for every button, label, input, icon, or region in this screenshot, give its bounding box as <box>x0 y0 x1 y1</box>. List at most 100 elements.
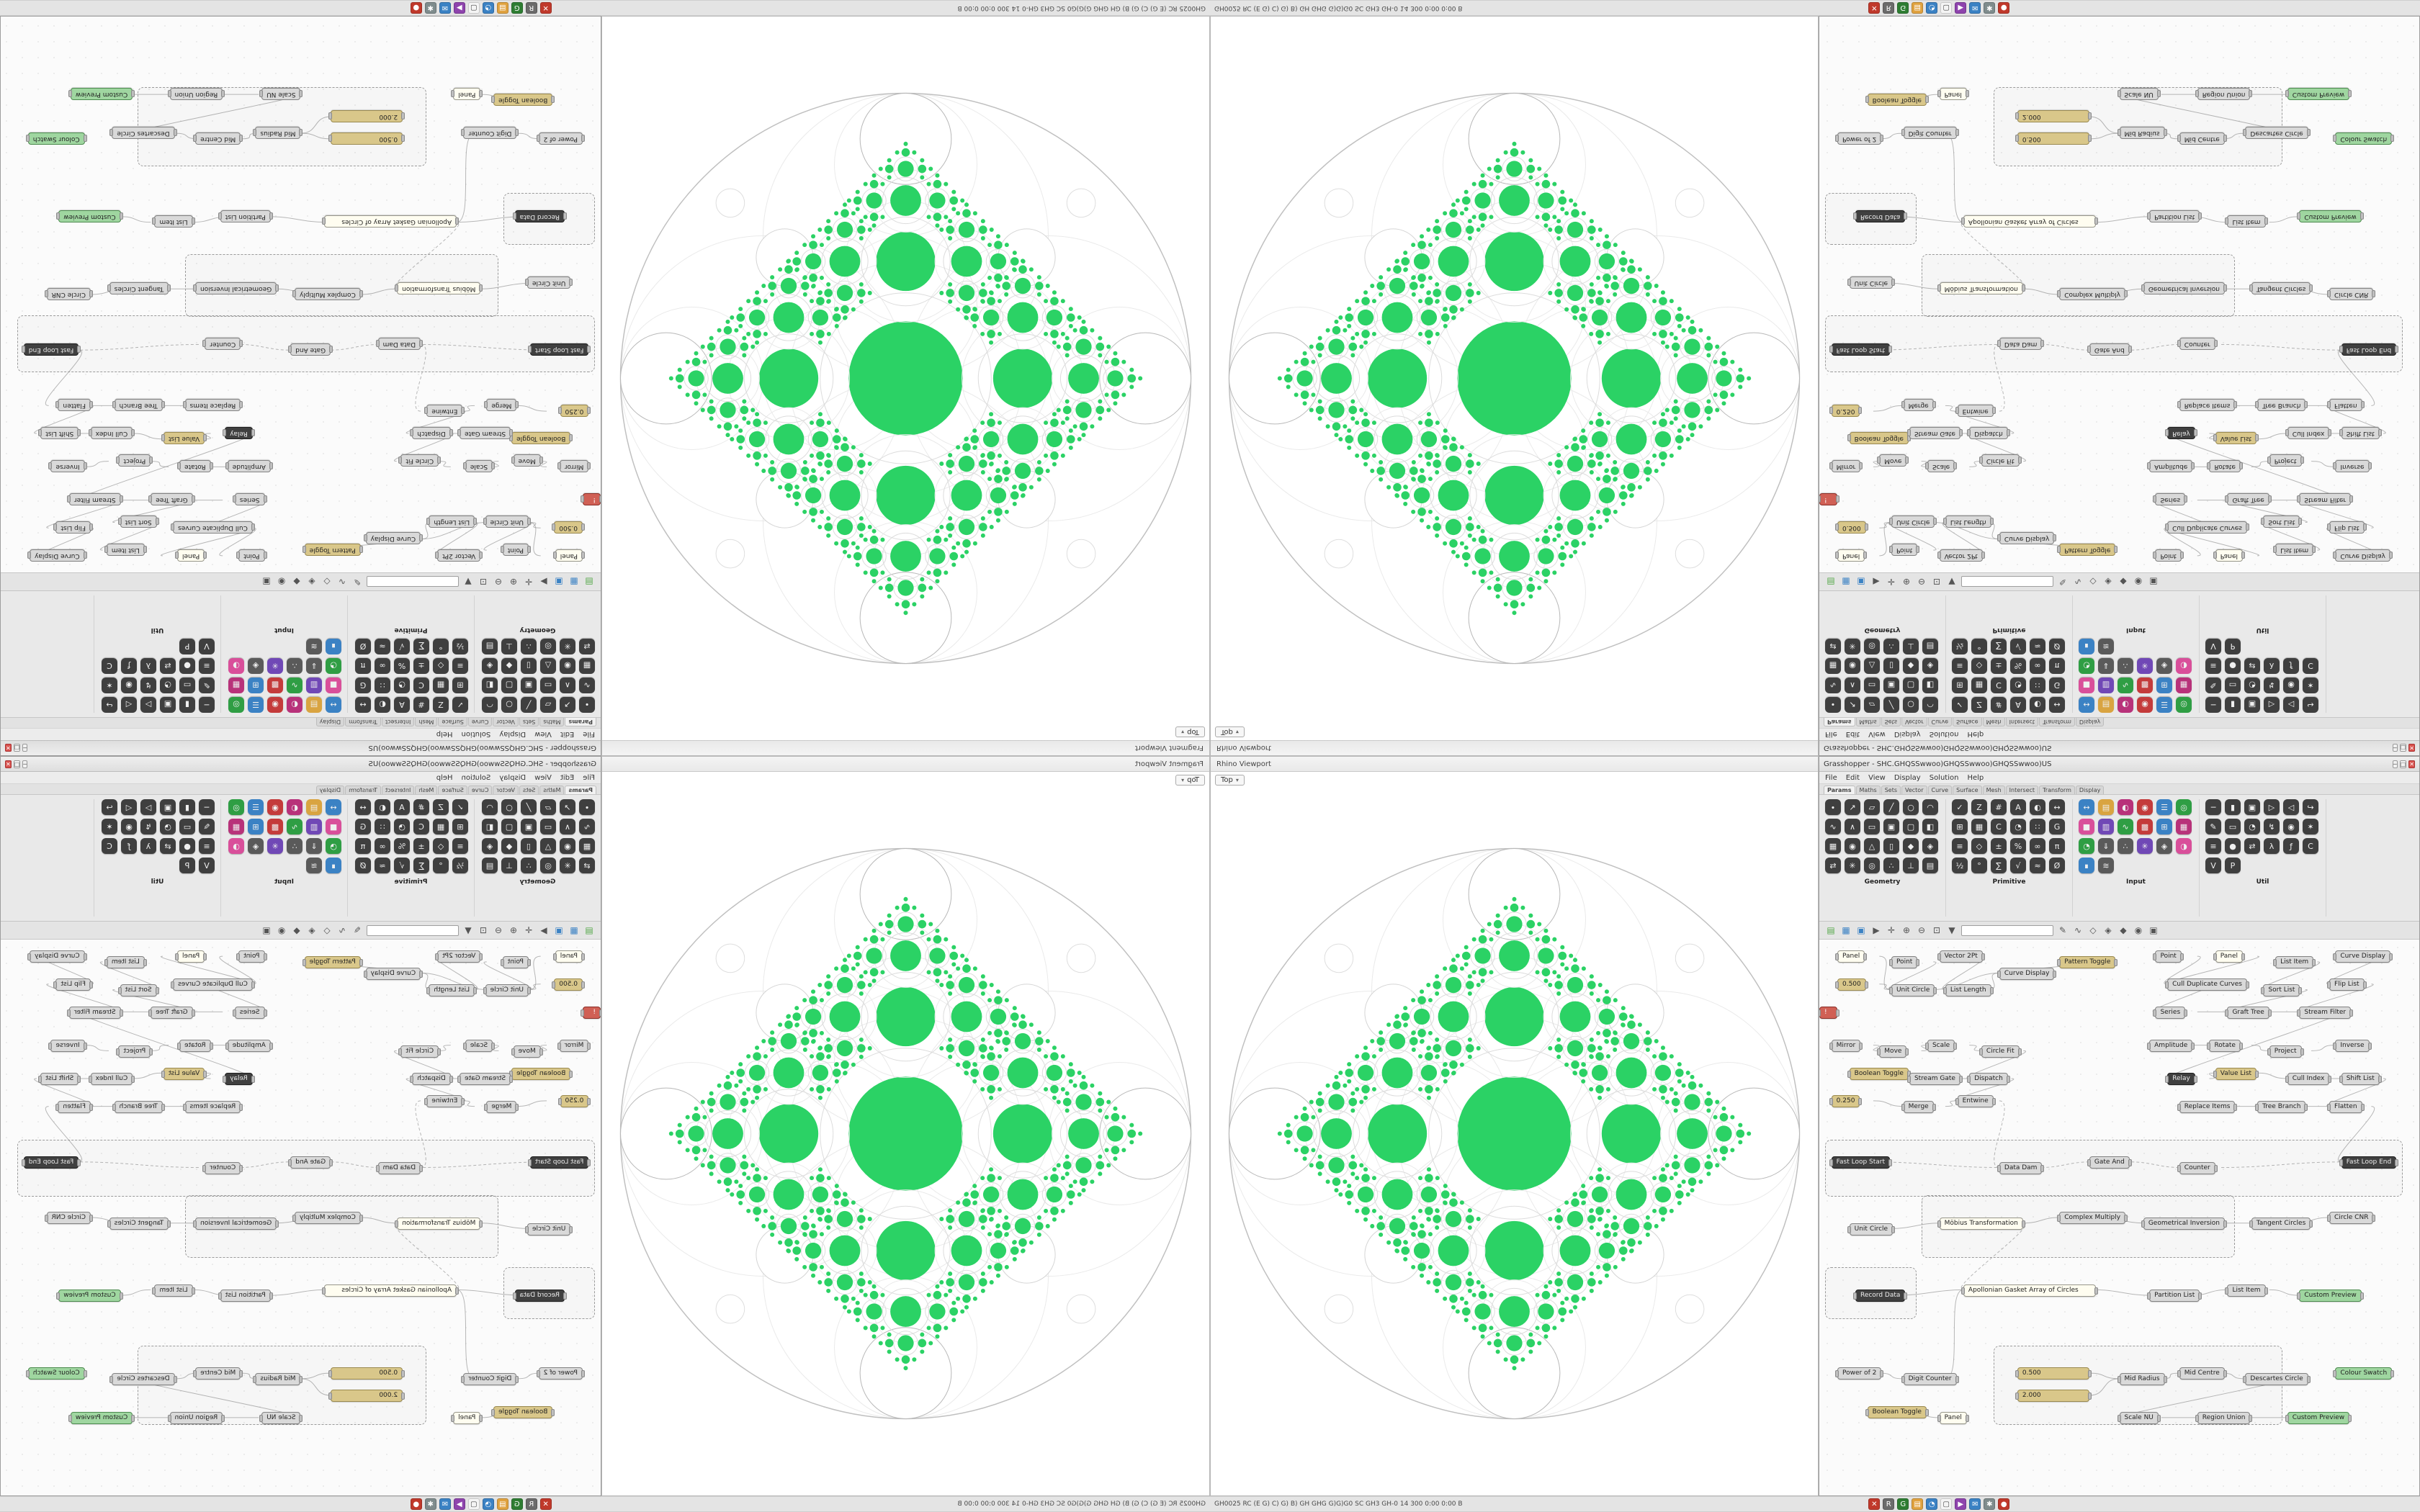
graph-mapper-icon[interactable]: ∿ <box>287 678 302 693</box>
plane-icon[interactable]: ▱ <box>1864 799 1880 815</box>
twisted-box-icon[interactable]: ◈ <box>1922 838 1938 854</box>
script-icon[interactable]: λ <box>2264 838 2280 854</box>
path-icon[interactable]: ∷ <box>2030 678 2045 693</box>
angle-icon[interactable]: ° <box>1971 639 1987 654</box>
camera-icon[interactable]: ▣ <box>2149 577 2158 587</box>
gh-node[interactable]: Circle Fit <box>1978 1045 2022 1058</box>
preview-shaded-icon[interactable]: ◆ <box>2120 577 2127 587</box>
group-icon[interactable]: ▤ <box>482 639 498 654</box>
gene-pool-icon[interactable]: ≡ <box>199 658 215 674</box>
boolean-icon[interactable]: ✓ <box>452 799 468 815</box>
time-icon[interactable]: ◔ <box>394 678 410 693</box>
gh-node[interactable]: Panel <box>1939 87 1967 100</box>
rectangle-icon[interactable]: ▭ <box>540 678 556 693</box>
fitness-icon[interactable]: ✶ <box>102 819 117 834</box>
gh-node[interactable]: Custom Preview <box>2299 210 2362 222</box>
galapagos-icon[interactable]: ◉ <box>2283 819 2299 834</box>
file-path-icon[interactable]: ≋ <box>306 858 322 873</box>
script-icon[interactable]: λ <box>140 838 156 854</box>
gh-node[interactable]: Scale NU <box>2117 1412 2161 1425</box>
tab-vector[interactable]: Vector <box>493 718 519 726</box>
hide-widget-icon[interactable]: ◉ <box>2134 577 2143 587</box>
gh-node[interactable]: Boolean Toggle <box>511 432 571 445</box>
gh-node[interactable]: 2.000 <box>330 1390 403 1403</box>
gh-node[interactable]: Amplitude <box>227 1039 271 1052</box>
minimize-button[interactable]: ─ <box>2392 760 2398 768</box>
explorer-app-icon[interactable]: ▤ <box>496 1498 508 1510</box>
circle-icon[interactable]: ○ <box>501 799 517 815</box>
gradient-icon[interactable]: ▥ <box>306 678 322 693</box>
gh-node[interactable]: Custom Preview <box>2285 1412 2352 1425</box>
gh-node[interactable]: Series <box>2153 1006 2187 1019</box>
cone-icon[interactable]: △ <box>540 658 556 674</box>
relay-icon[interactable]: ─ <box>2205 697 2221 713</box>
plus-minus-icon[interactable]: ± <box>1991 658 2007 674</box>
pipe-icon[interactable]: ◎ <box>1864 639 1880 654</box>
transform-icon[interactable]: ⇄ <box>1825 639 1841 654</box>
node-group[interactable] <box>1921 1195 2235 1259</box>
line-icon[interactable]: ╱ <box>521 799 537 815</box>
gh-node[interactable]: Series <box>234 1006 265 1019</box>
tab-curve[interactable]: Curve <box>1927 786 1953 794</box>
expression-icon[interactable]: ƒ <box>2283 658 2299 674</box>
cluster-icon[interactable]: ▣ <box>160 799 176 815</box>
cluster-output-icon[interactable]: ◁ <box>121 799 137 815</box>
gh-node[interactable]: Mid Centre <box>195 132 241 145</box>
curve-icon[interactable]: ∿ <box>579 678 595 693</box>
gh-node[interactable]: Relay <box>2165 1073 2197 1086</box>
gh-node[interactable]: Geometrical Inversion <box>194 282 277 294</box>
gh-node[interactable]: Fast Loop Start <box>1829 1156 1893 1169</box>
zoom-out-icon[interactable]: ⊖ <box>1917 577 1926 587</box>
menu-item-help[interactable]: Help <box>436 773 453 782</box>
gh-node[interactable]: Boolean Toggle <box>1865 1406 1930 1419</box>
data-recorder-icon[interactable]: ● <box>2225 658 2241 674</box>
boolean-toggle-icon[interactable]: ◐ <box>2118 799 2133 815</box>
gh-node[interactable]: Graft Tree <box>151 493 193 506</box>
close-button-icon[interactable]: ✕ <box>539 1498 552 1510</box>
python-icon[interactable]: P <box>179 858 195 873</box>
hide-widget-icon[interactable]: ◉ <box>277 577 286 587</box>
maximize-button[interactable]: □ <box>2399 744 2407 752</box>
menu-item-view[interactable]: View <box>534 773 552 782</box>
gh-node[interactable]: Merge <box>1901 1100 1936 1113</box>
value-list-icon[interactable]: ☰ <box>2156 697 2172 713</box>
viewport-titlebar[interactable]: Rhino Viewport <box>1211 757 1818 772</box>
gh-node[interactable]: 0.500 <box>554 978 583 991</box>
rectangle-icon[interactable]: ▭ <box>1864 819 1880 834</box>
fitness-icon[interactable]: ✶ <box>2303 819 2318 834</box>
gh-node[interactable]: Mid Radius <box>2119 126 2165 139</box>
complex-icon[interactable]: C <box>1991 819 2007 834</box>
boolean-icon[interactable]: ✓ <box>1952 799 1968 815</box>
gh-node[interactable]: Rotate <box>2207 1039 2244 1052</box>
angle-icon[interactable]: ° <box>433 858 449 873</box>
geometry-icon[interactable]: ◆ <box>1903 838 1919 854</box>
gh-node[interactable]: List Item <box>106 543 145 556</box>
gh-node[interactable]: Dispatch <box>412 1073 451 1086</box>
gh-node[interactable]: Panel <box>555 549 583 562</box>
gh-node[interactable]: ! <box>1819 493 1838 506</box>
gh-node[interactable]: Shift List <box>40 1073 79 1086</box>
gh-node[interactable]: Cull Index <box>2285 1073 2331 1086</box>
settings-app-icon[interactable]: ✱ <box>1984 1498 1996 1510</box>
zoom-out-icon[interactable]: ⊖ <box>494 577 503 587</box>
gh-node[interactable]: Vector 2Pt <box>437 549 481 562</box>
gh-node[interactable]: Counter <box>2177 1161 2218 1174</box>
gh-node[interactable]: Data Dam <box>377 338 421 351</box>
zoom-in-icon[interactable]: ⊕ <box>509 577 518 587</box>
infinity-icon[interactable]: ∞ <box>2030 838 2045 854</box>
gh-node[interactable]: Rotate <box>179 1039 211 1052</box>
gh-node[interactable]: Merge <box>1903 399 1934 412</box>
menu-item-display[interactable]: Display <box>499 773 526 782</box>
group-icon[interactable]: ▭ <box>2225 819 2241 834</box>
value-list-icon[interactable]: ☰ <box>248 697 264 713</box>
mesh-icon[interactable]: ▦ <box>579 838 595 854</box>
record-app-icon[interactable]: ● <box>410 1498 422 1510</box>
sum-icon[interactable]: ∑ <box>1991 639 2007 654</box>
gh-node[interactable]: Region Union <box>169 1412 223 1425</box>
arc-icon[interactable]: ◠ <box>1922 799 1938 815</box>
gh-node[interactable]: Unit Circle <box>526 276 571 289</box>
gh-node[interactable]: Point <box>502 956 529 969</box>
gh-node[interactable]: List Length <box>1945 516 1991 528</box>
gh-node[interactable]: Flip List <box>2327 978 2367 991</box>
gh-node[interactable]: Curve Display <box>30 549 85 562</box>
